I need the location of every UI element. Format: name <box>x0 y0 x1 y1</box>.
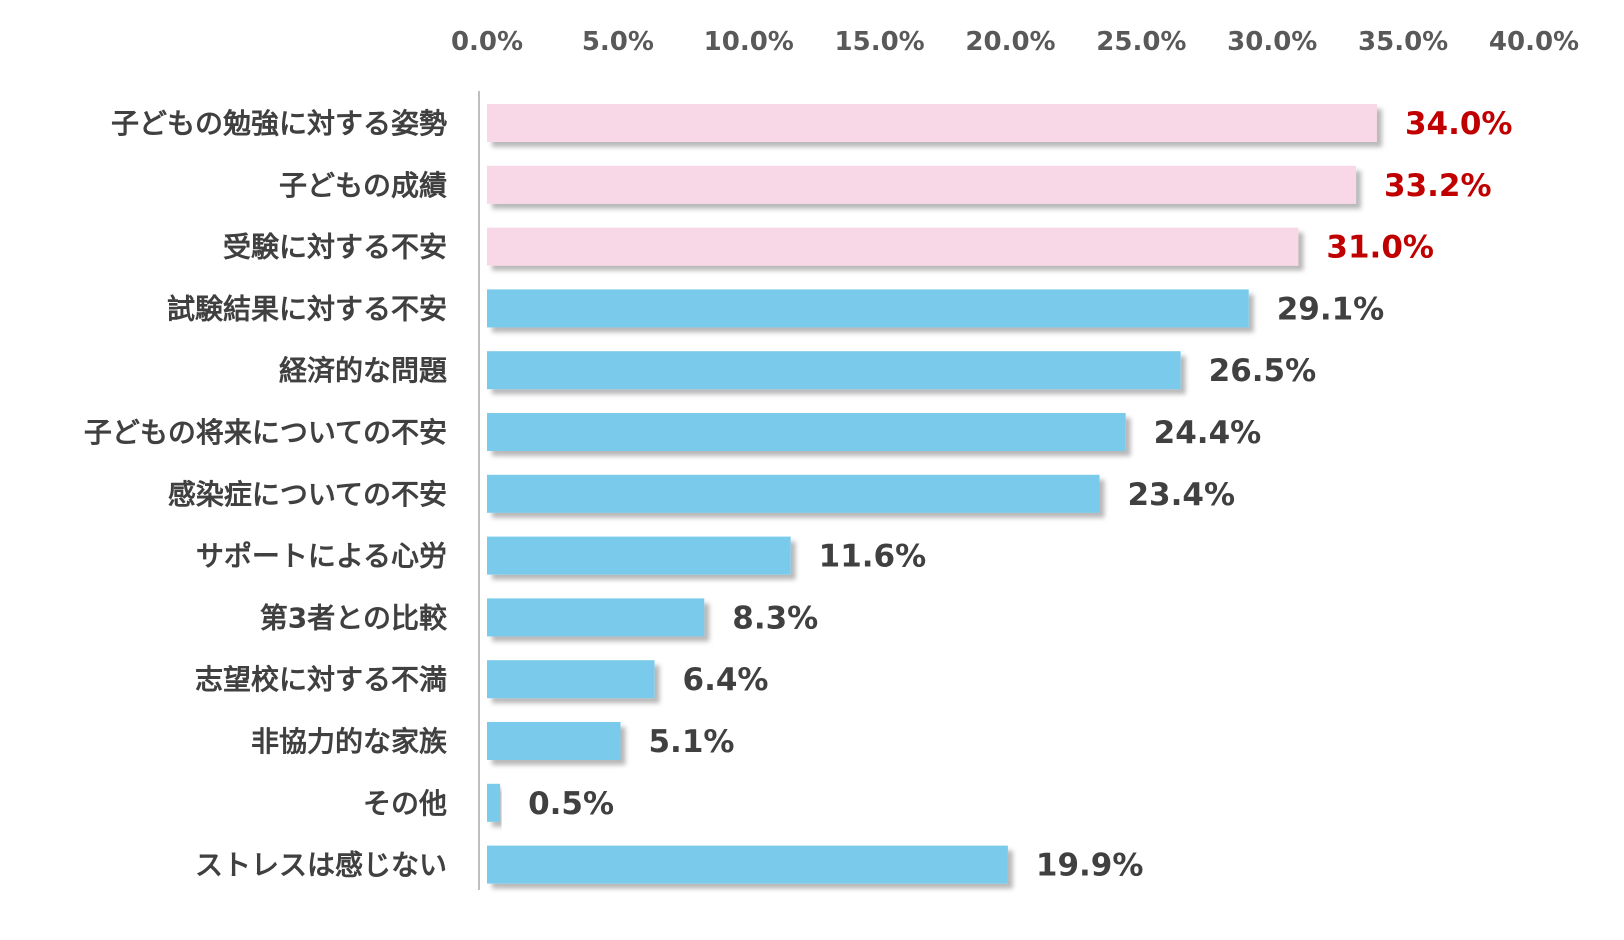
bar <box>487 660 655 699</box>
category-label: 子どもの勉強に対する姿勢 <box>111 107 447 140</box>
value-label: 24.4% <box>1154 415 1262 451</box>
x-tick-label: 0.0% <box>451 27 523 57</box>
x-tick-label: 5.0% <box>582 27 654 57</box>
x-tick-label: 25.0% <box>1096 27 1186 57</box>
bar <box>487 351 1181 390</box>
bar <box>487 722 621 760</box>
category-label: 第3者との比較 <box>260 601 448 634</box>
bar <box>487 536 791 575</box>
x-tick-label: 10.0% <box>704 27 794 57</box>
value-label: 8.3% <box>732 600 818 636</box>
category-label: 受験に対する不安 <box>223 231 447 264</box>
x-tick-label: 40.0% <box>1489 27 1579 57</box>
category-label: 子どもの成績 <box>279 169 447 202</box>
category-label: 経済的な問題 <box>279 354 448 387</box>
bar <box>487 413 1126 451</box>
category-label: その他 <box>363 787 447 820</box>
value-label: 6.4% <box>683 662 769 698</box>
x-tick-label: 30.0% <box>1227 27 1317 57</box>
bars <box>487 104 1377 884</box>
bar <box>487 598 705 637</box>
category-label: ストレスは感じない <box>195 849 447 882</box>
x-tick-label: 20.0% <box>965 27 1055 57</box>
value-label: 11.6% <box>819 539 927 575</box>
bar <box>487 289 1249 328</box>
category-label: 志望校に対する不満 <box>195 663 447 696</box>
value-label: 5.1% <box>648 724 734 760</box>
bar <box>487 165 1357 204</box>
x-axis-ticks: 0.0% 5.0% 10.0% 15.0% 20.0% 25.0% 30.0% 35.0% 40… <box>451 27 1579 57</box>
value-label: 33.2% <box>1384 168 1492 204</box>
x-tick-label: 35.0% <box>1358 27 1448 57</box>
category-labels: 子どもの勉強に対する姿勢子どもの成績受験に対する不安試験結果に対する不安経済的な… <box>84 107 448 882</box>
bar <box>487 227 1299 266</box>
bar <box>487 104 1377 142</box>
category-label: 感染症についての不安 <box>168 478 447 511</box>
value-label: 29.1% <box>1277 291 1385 327</box>
bar <box>487 845 1008 884</box>
value-label: 26.5% <box>1209 353 1317 389</box>
category-label: 非協力的な家族 <box>251 725 448 758</box>
value-label: 34.0% <box>1405 106 1513 142</box>
value-label: 0.5% <box>528 786 614 822</box>
value-labels: 34.0% 33.2% 31.0% 29.1% 26.5% 24.4% 23.4% 11.6%… <box>528 106 1512 884</box>
x-tick-label: 15.0% <box>835 27 925 57</box>
bar <box>487 783 501 822</box>
value-label: 23.4% <box>1127 477 1235 513</box>
category-label: 子どもの将来についての不安 <box>84 416 447 449</box>
value-label: 19.9% <box>1036 848 1144 884</box>
value-label: 31.0% <box>1326 230 1434 266</box>
category-label: 試験結果に対する不安 <box>167 292 447 325</box>
bar <box>487 474 1100 513</box>
category-label: サポートによる心労 <box>196 540 447 573</box>
